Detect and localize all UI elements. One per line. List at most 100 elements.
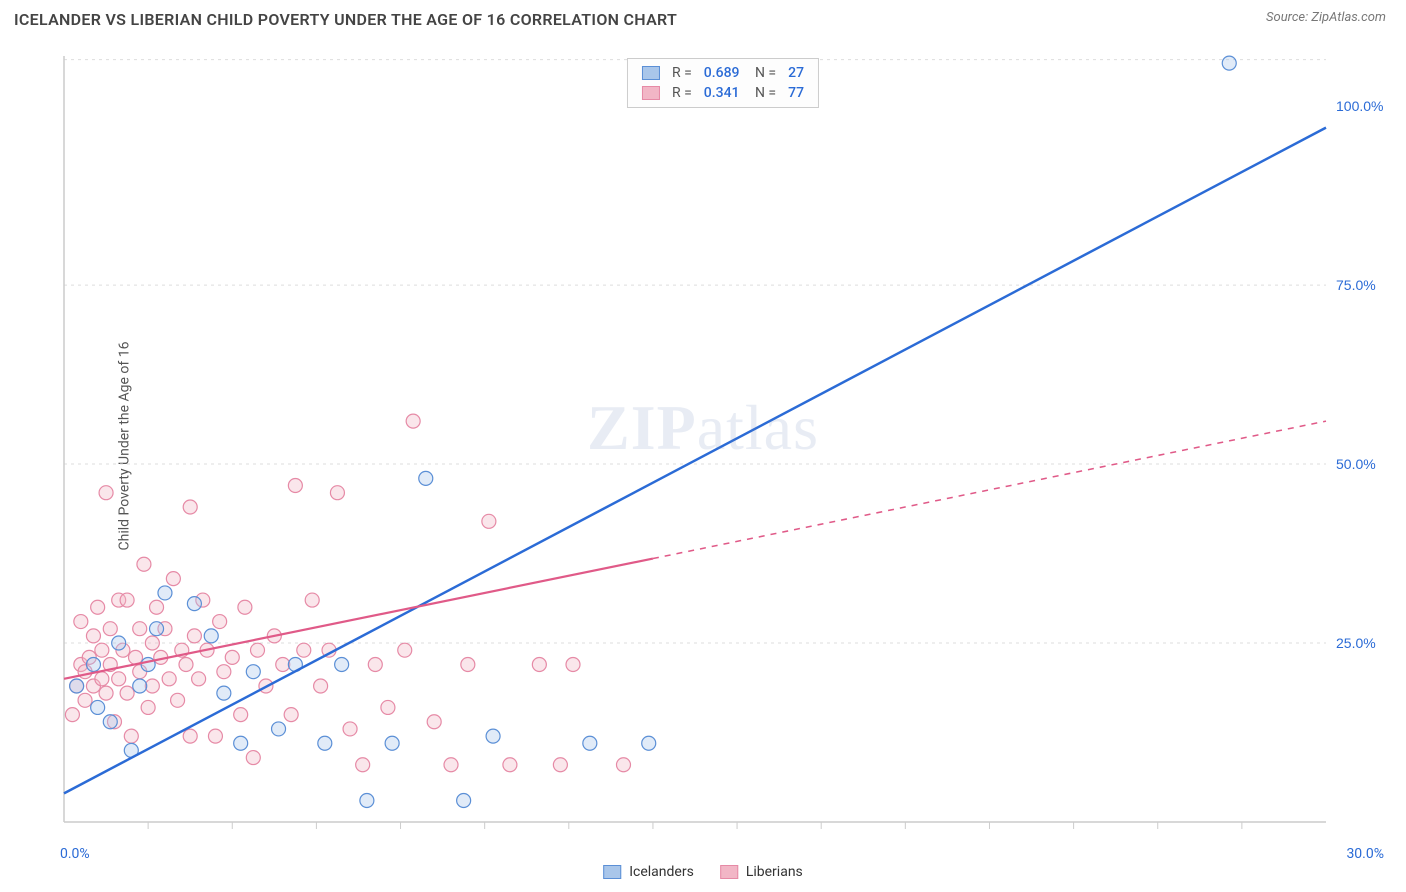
data-point — [335, 658, 349, 672]
data-point — [553, 758, 567, 772]
data-point — [642, 736, 656, 750]
data-point — [78, 693, 92, 707]
data-point — [103, 622, 117, 636]
data-point — [112, 636, 126, 650]
data-point — [444, 758, 458, 772]
legend-label: Liberians — [746, 864, 803, 880]
data-point — [91, 600, 105, 614]
y-tick-label: 50.0% — [1336, 456, 1376, 472]
data-point — [145, 679, 159, 693]
legend-n-label: N = — [751, 65, 776, 81]
data-point — [65, 708, 79, 722]
data-point — [314, 679, 328, 693]
data-point — [246, 751, 260, 765]
data-point — [356, 758, 370, 772]
legend-swatch — [642, 86, 660, 100]
trendline — [64, 559, 653, 679]
data-point — [284, 708, 298, 722]
data-point — [166, 572, 180, 586]
x-axis-min-label: 0.0% — [60, 846, 90, 862]
data-point — [99, 486, 113, 500]
legend-bottom: IcelandersLiberians — [603, 864, 803, 880]
y-tick-label: 75.0% — [1336, 277, 1376, 293]
data-point — [208, 729, 222, 743]
data-point — [120, 686, 134, 700]
data-point — [583, 736, 597, 750]
legend-n-value: 27 — [788, 65, 804, 81]
data-point — [137, 557, 151, 571]
data-point — [86, 658, 100, 672]
chart-svg: 25.0%50.0%75.0%100.0% — [60, 50, 1386, 842]
x-axis-max-label: 30.0% — [1346, 846, 1384, 862]
data-point — [217, 686, 231, 700]
data-point — [482, 514, 496, 528]
legend-r-label: R = — [672, 65, 692, 81]
data-point — [318, 736, 332, 750]
data-point — [288, 479, 302, 493]
data-point — [91, 700, 105, 714]
legend-r-value: 0.341 — [704, 85, 740, 101]
data-point — [381, 700, 395, 714]
data-point — [360, 794, 374, 808]
data-point — [183, 729, 197, 743]
legend-swatch — [720, 865, 738, 879]
legend-n-value: 77 — [788, 85, 804, 101]
data-point — [217, 665, 231, 679]
data-point — [486, 729, 500, 743]
data-point — [179, 658, 193, 672]
data-point — [171, 693, 185, 707]
data-point — [330, 486, 344, 500]
data-point — [238, 600, 252, 614]
data-point — [204, 629, 218, 643]
data-point — [406, 414, 420, 428]
data-point — [213, 615, 227, 629]
data-point — [272, 722, 286, 736]
data-point — [305, 593, 319, 607]
data-point — [457, 794, 471, 808]
chart-header: ICELANDER VS LIBERIAN CHILD POVERTY UNDE… — [0, 0, 1406, 29]
data-point — [70, 679, 84, 693]
plot-container: Child Poverty Under the Age of 16 25.0%5… — [50, 50, 1386, 842]
data-point — [398, 643, 412, 657]
data-point — [343, 722, 357, 736]
legend-stats-row: R = 0.341 N = 77 — [628, 83, 818, 103]
trendline-extrap — [653, 421, 1326, 558]
data-point — [162, 672, 176, 686]
data-point — [385, 736, 399, 750]
legend-stats: R =0.689 N =27R =0.341 N =77 — [627, 58, 819, 108]
data-point — [187, 629, 201, 643]
data-point — [86, 629, 100, 643]
data-point — [532, 658, 546, 672]
data-point — [158, 586, 172, 600]
data-point — [120, 593, 134, 607]
data-point — [276, 658, 290, 672]
data-point — [1222, 56, 1236, 70]
data-point — [124, 729, 138, 743]
data-point — [133, 679, 147, 693]
data-point — [74, 615, 88, 629]
data-point — [99, 686, 113, 700]
y-tick-label: 25.0% — [1336, 635, 1376, 651]
legend-n-label: N = — [751, 85, 776, 101]
data-point — [616, 758, 630, 772]
data-point — [95, 643, 109, 657]
data-point — [141, 700, 155, 714]
data-point — [150, 622, 164, 636]
legend-swatch — [642, 66, 660, 80]
data-point — [368, 658, 382, 672]
legend-item: Liberians — [720, 864, 803, 880]
data-point — [246, 665, 260, 679]
legend-r-label: R = — [672, 85, 692, 101]
data-point — [103, 715, 117, 729]
data-point — [112, 672, 126, 686]
data-point — [234, 708, 248, 722]
data-point — [297, 643, 311, 657]
legend-swatch — [603, 865, 621, 879]
data-point — [419, 471, 433, 485]
data-point — [95, 672, 109, 686]
data-point — [150, 600, 164, 614]
data-point — [187, 597, 201, 611]
data-point — [251, 643, 265, 657]
data-point — [461, 658, 475, 672]
legend-stats-row: R =0.689 N =27 — [628, 63, 818, 83]
